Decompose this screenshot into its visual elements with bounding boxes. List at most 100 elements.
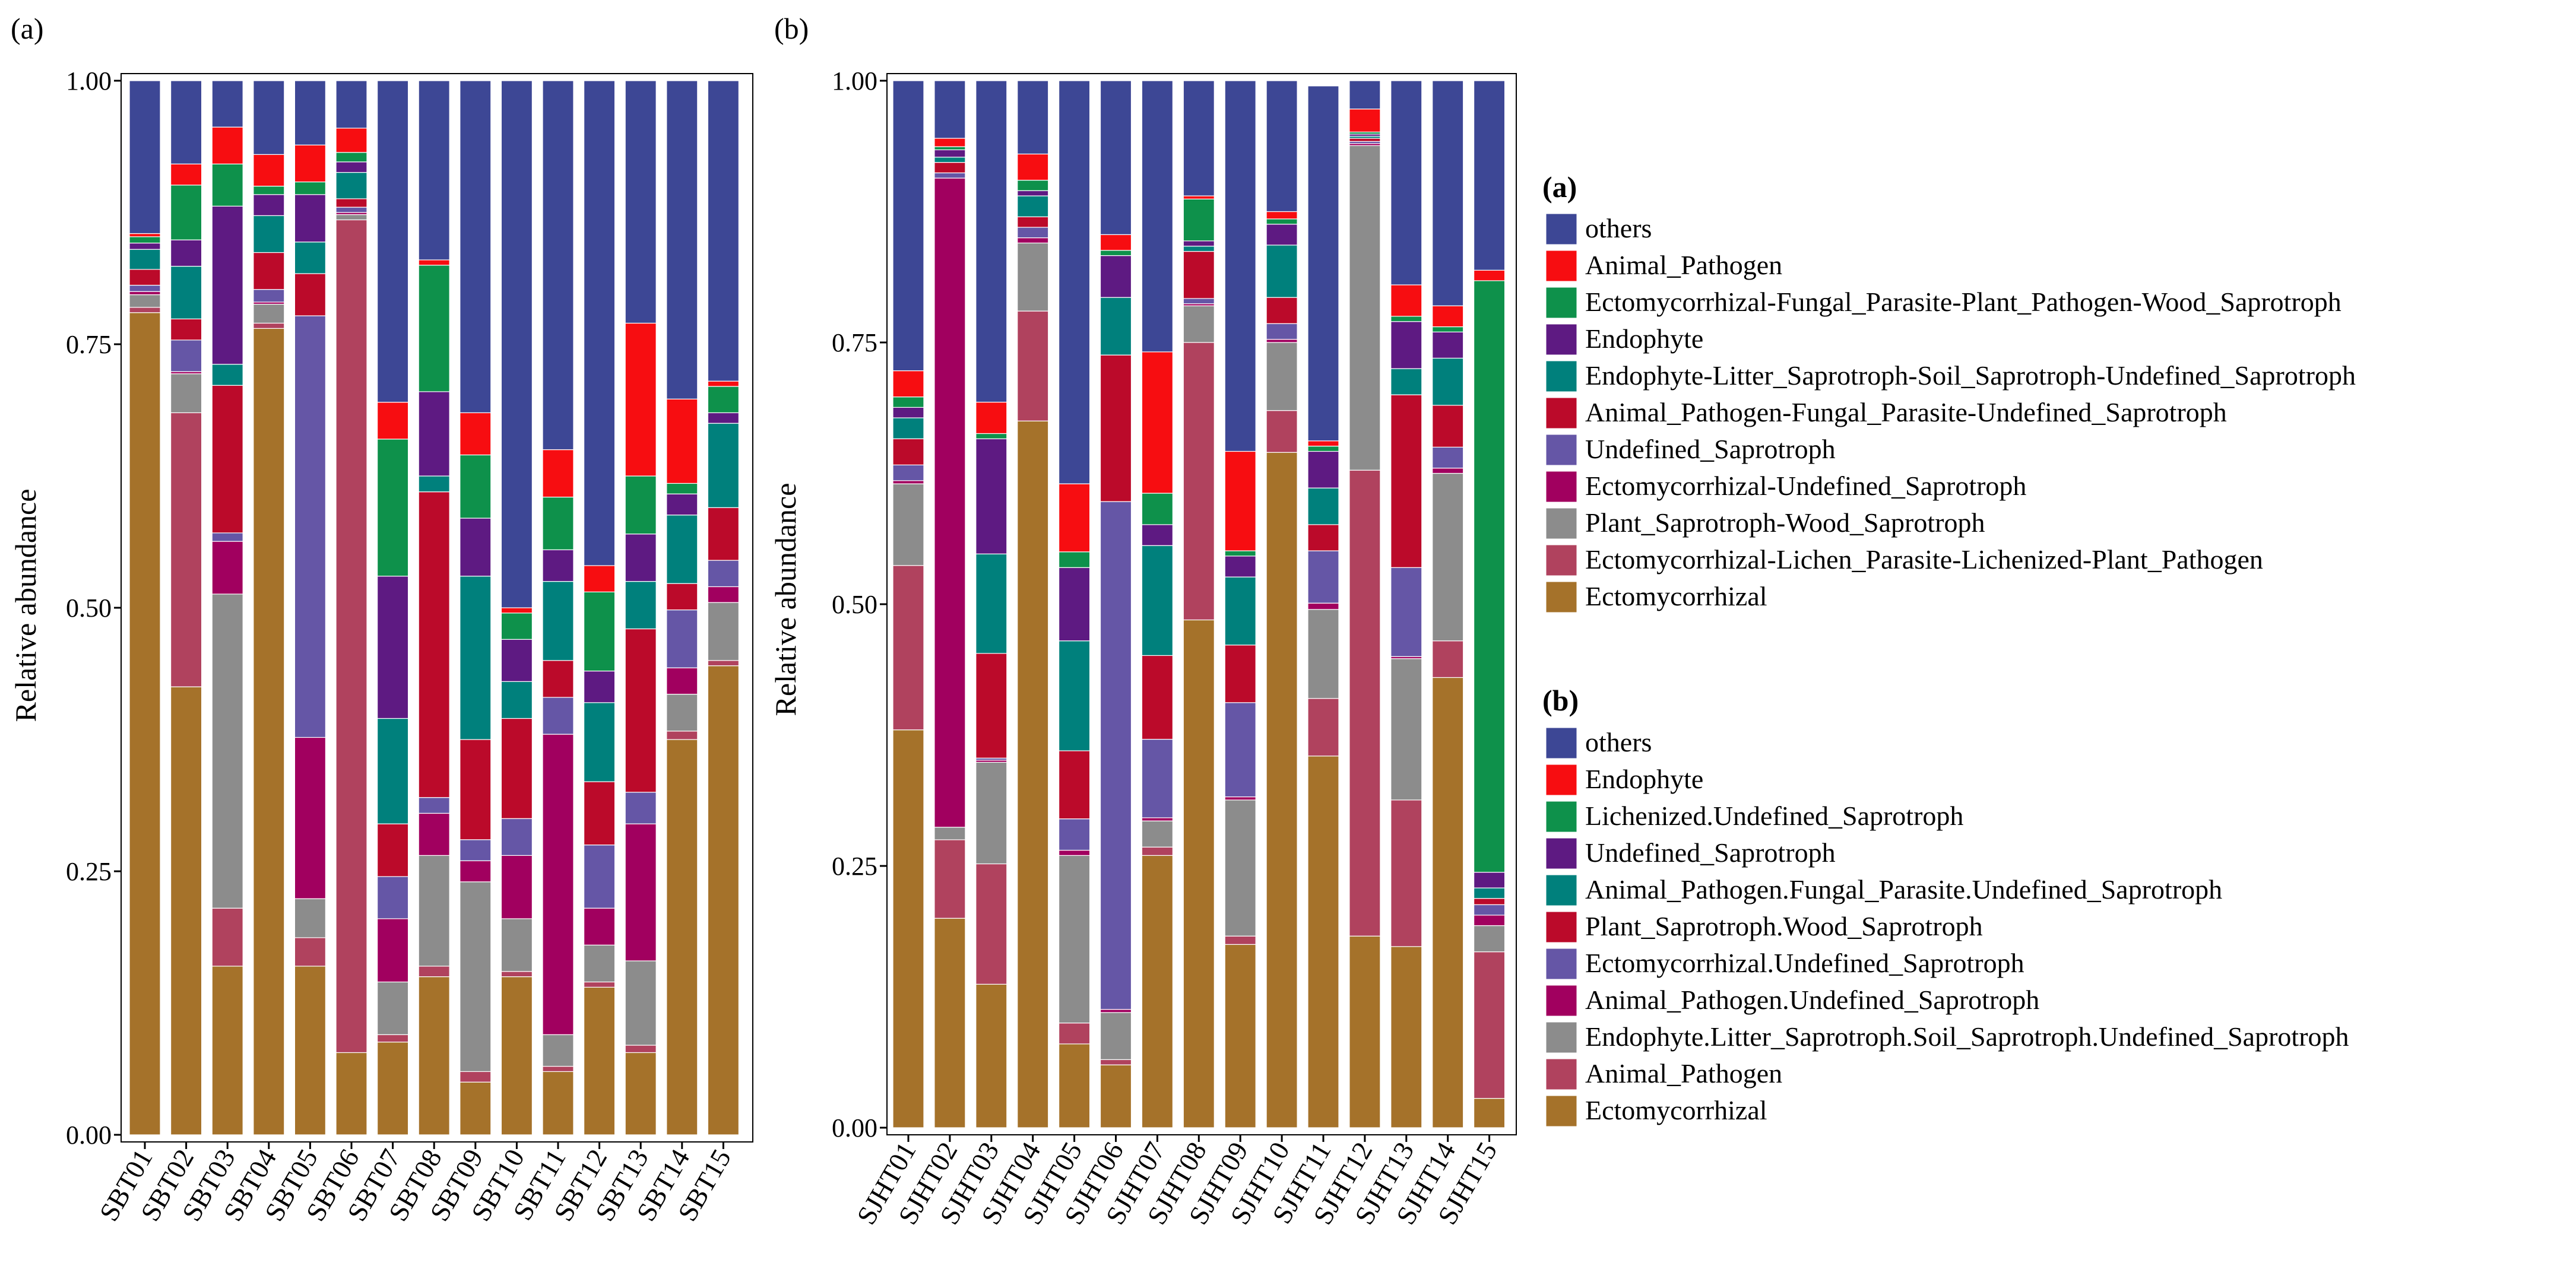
bar-segment [542, 549, 574, 582]
legend-item: Ectomycorrhizal.Undefined_Saprotroph [1545, 948, 2024, 980]
bar-segment [1224, 799, 1256, 937]
bar-segment [1307, 609, 1339, 699]
bar-segment [1141, 80, 1174, 353]
bar-segment [1141, 493, 1174, 525]
legend-b: (b) others Endophyte Lichenized.Undefined_… [1542, 684, 2349, 1127]
bar-segment [1307, 440, 1339, 447]
bar-segment [1017, 420, 1049, 1128]
bar-segment [253, 80, 285, 155]
bar-segment [666, 398, 698, 484]
bar-segment [1141, 817, 1174, 821]
bar-segment [418, 813, 450, 856]
bar-segment [542, 1034, 574, 1067]
legend-label: Plant_Saprotroph.Wood_Saprotroph [1585, 911, 1983, 941]
legend-swatch [1545, 581, 1577, 613]
legend-swatch [1545, 985, 1577, 1017]
bar-segment [707, 660, 740, 667]
bar-segment [666, 739, 698, 1135]
bar-segment [1017, 227, 1049, 239]
bar-segment [707, 665, 740, 1135]
bar-segment [170, 373, 202, 414]
bar-segment [975, 761, 1007, 865]
bar-segment [1224, 645, 1256, 703]
legend-label: Animal_Pathogen-Fungal_Parasite-Undefine… [1585, 397, 2227, 427]
bar-SJHT12 [1349, 80, 1381, 1128]
bar-segment [253, 215, 285, 253]
bar-segment [1017, 179, 1049, 191]
bar-segment [1100, 80, 1132, 235]
bar-segment [1224, 944, 1256, 1128]
bar-segment [1141, 820, 1174, 848]
bar-SBT10 [500, 80, 533, 1135]
bar-segment [460, 881, 492, 1072]
bar-segment [934, 172, 966, 179]
bar-segment [1183, 246, 1215, 252]
bar-segment [460, 518, 492, 577]
y-axis-title-a: Relative abundance [9, 489, 42, 722]
legend-item: Animal_Pathogen [1545, 1058, 1782, 1090]
bar-segment [335, 80, 367, 129]
bar-segment [892, 464, 924, 481]
legend-item: Animal_Pathogen.Fungal_Parasite.Undefine… [1545, 874, 2222, 906]
bar-segment [934, 827, 966, 840]
bar-SJHT10 [1266, 80, 1298, 1128]
bar-segment [1224, 576, 1256, 646]
bar-segment [1017, 190, 1049, 196]
legend-swatch [1545, 1021, 1577, 1053]
bar-segment [583, 702, 616, 782]
legend-swatch [1545, 507, 1577, 540]
bar-segment [294, 737, 326, 899]
bar-segment [1432, 357, 1464, 406]
legend-label: Animal_Pathogen.Fungal_Parasite.Undefine… [1585, 874, 2222, 905]
bar-segment [253, 322, 285, 329]
bar-segment [294, 966, 326, 1135]
bar-segment [892, 80, 924, 372]
bar-segment [625, 322, 657, 477]
bar-segment [418, 259, 450, 266]
bar-segment [542, 660, 574, 698]
bar-segment [129, 242, 161, 250]
bar-segment [1474, 951, 1506, 1099]
bar-segment [1183, 198, 1215, 242]
bar-SJHT14 [1432, 80, 1464, 1128]
legend-item: Lichenized.Undefined_Saprotroph [1545, 801, 1963, 833]
plot-panel-b: 0.000.250.500.751.00SJHT01SJHT02SJHT03SJ… [832, 66, 1517, 1230]
legend-item: Animal_Pathogen-Fungal_Parasite-Undefine… [1545, 397, 2227, 429]
legend-label: Endophyte-Litter_Saprotroph-Soil_Saprotr… [1585, 360, 2356, 391]
legend-label: Animal_Pathogen [1585, 250, 1782, 280]
legend-item: Undefined_Saprotroph [1545, 434, 1836, 466]
bar-segment [376, 823, 409, 877]
bar-segment [294, 937, 326, 967]
legend-swatch [1545, 764, 1577, 796]
legend-item: Ectomycorrhizal [1545, 1095, 1767, 1127]
bar-segment [1474, 887, 1506, 899]
bar-segment [707, 586, 740, 603]
bar-segment [1474, 280, 1506, 873]
legend-item: Ectomycorrhizal [1545, 581, 1767, 613]
bar-segment [418, 855, 450, 967]
bar-segment [335, 128, 367, 153]
bar-segment [1183, 619, 1215, 1128]
bar-segment [934, 138, 966, 147]
bar-segment [666, 583, 698, 611]
bar-segment [1349, 469, 1381, 937]
bar-segment [975, 438, 1007, 554]
legend-label: Ectomycorrhizal-Undefined_Saprotroph [1585, 471, 2026, 501]
bar-segment [1266, 297, 1298, 324]
bar-segment [1266, 224, 1298, 246]
bar-segment [583, 80, 616, 566]
bar-segment [335, 152, 367, 163]
bar-SJHT05 [1058, 80, 1091, 1128]
bar-segment [1266, 218, 1298, 225]
bar-segment [625, 960, 657, 1046]
legend-item: Plant_Saprotroph.Wood_Saprotroph [1545, 911, 1983, 943]
bar-segment [253, 194, 285, 216]
bar-segment [1100, 234, 1132, 251]
bar-SBT05 [294, 80, 326, 1135]
bar-segment [460, 412, 492, 456]
bar-segment [1058, 855, 1091, 1024]
bar-segment [500, 607, 533, 614]
legend-item: Ectomycorrhizal-Undefined_Saprotroph [1545, 471, 2026, 503]
bar-segment [335, 214, 367, 221]
bar-segment [129, 236, 161, 244]
